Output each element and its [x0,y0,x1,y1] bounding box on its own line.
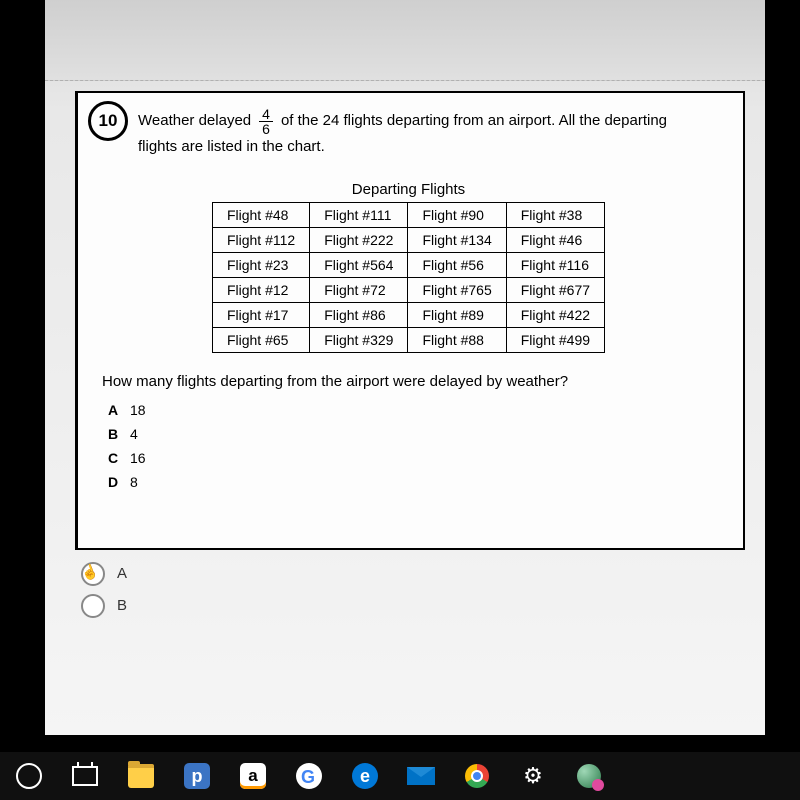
choice-value: 18 [130,402,146,418]
table-cell: Flight #89 [408,302,506,327]
radio-circle-icon[interactable]: ☝ [81,562,105,586]
table-cell: Flight #72 [310,277,408,302]
table-cell: Flight #46 [506,227,604,252]
choice-b: B4 [108,426,729,442]
question-card: 10 Weather delayed 4 6 of the 24 flights… [75,91,745,550]
settings-gear-icon[interactable]: ⚙ [518,761,548,791]
question-text-after: of the 24 flights departing from an airp… [281,110,667,133]
browser-window: 10 Weather delayed 4 6 of the 24 flights… [45,0,765,735]
table-cell: Flight #329 [310,327,408,352]
table-cell: Flight #116 [506,252,604,277]
question-text: Weather delayed 4 6 of the 24 flights de… [138,107,729,159]
table-row: Flight #23Flight #564Flight #56Flight #1… [212,252,604,277]
taskbar: p a G e ⚙ [0,752,800,800]
table-cell: Flight #23 [212,252,309,277]
fraction: 4 6 [259,107,273,136]
table-cell: Flight #422 [506,302,604,327]
choice-a: A18 [108,402,729,418]
mail-icon[interactable] [406,761,436,791]
window-top-area [45,0,765,81]
cortana-circle-icon[interactable] [14,761,44,791]
table-cell: Flight #765 [408,277,506,302]
table-cell: Flight #499 [506,327,604,352]
choice-label: A [108,402,130,418]
table-cell: Flight #48 [212,202,309,227]
choice-label: D [108,474,130,490]
amazon-icon[interactable]: a [238,761,268,791]
table-row: Flight #12Flight #72Flight #765Flight #6… [212,277,604,302]
fraction-numerator: 4 [259,107,273,122]
table-cell: Flight #38 [506,202,604,227]
table-cell: Flight #56 [408,252,506,277]
choice-c: C16 [108,450,729,466]
table-cell: Flight #564 [310,252,408,277]
table-cell: Flight #86 [310,302,408,327]
google-icon[interactable]: G [294,761,324,791]
table-row: Flight #65Flight #329Flight #88Flight #4… [212,327,604,352]
task-view-icon[interactable] [70,761,100,791]
table-row: Flight #48Flight #111Flight #90Flight #3… [212,202,604,227]
question-prompt: How many flights departing from the airp… [102,373,719,390]
cursor-hand-icon: ☝ [79,561,101,583]
choice-label: B [108,426,130,442]
table-row: Flight #17Flight #86Flight #89Flight #42… [212,302,604,327]
file-explorer-icon[interactable] [126,761,156,791]
question-number-badge: 10 [88,101,128,141]
table-cell: Flight #17 [212,302,309,327]
table-cell: Flight #677 [506,277,604,302]
choice-label: C [108,450,130,466]
choice-d: D8 [108,474,729,490]
table-title: Departing Flights [88,181,729,198]
choice-value: 4 [130,426,138,442]
table-cell: Flight #65 [212,327,309,352]
radio-circle-icon[interactable] [81,594,105,618]
answer-option-b[interactable]: B [81,594,765,618]
table-cell: Flight #112 [212,227,309,252]
answer-option-label: B [117,597,127,614]
table-row: Flight #112Flight #222Flight #134Flight … [212,227,604,252]
choice-value: 16 [130,450,146,466]
desktop: 10 Weather delayed 4 6 of the 24 flights… [0,0,800,800]
svg-text:G: G [301,767,315,787]
flights-table: Flight #48Flight #111Flight #90Flight #3… [212,202,605,353]
table-cell: Flight #12 [212,277,309,302]
answer-radio-group: ☝AB [81,562,765,618]
choice-value: 8 [130,474,138,490]
question-text-before: Weather delayed [138,110,251,133]
table-cell: Flight #111 [310,202,408,227]
globe-app-icon[interactable] [574,761,604,791]
answer-option-a[interactable]: ☝A [81,562,765,586]
fraction-denominator: 6 [259,122,273,136]
edge-icon[interactable]: e [350,761,380,791]
table-cell: Flight #88 [408,327,506,352]
table-cell: Flight #134 [408,227,506,252]
answer-choices: A18B4C16D8 [108,402,729,490]
question-text-line2: flights are listed in the chart. [138,136,729,159]
table-cell: Flight #90 [408,202,506,227]
pandora-icon[interactable]: p [182,761,212,791]
table-cell: Flight #222 [310,227,408,252]
chrome-icon[interactable] [462,761,492,791]
answer-option-label: A [117,565,127,582]
